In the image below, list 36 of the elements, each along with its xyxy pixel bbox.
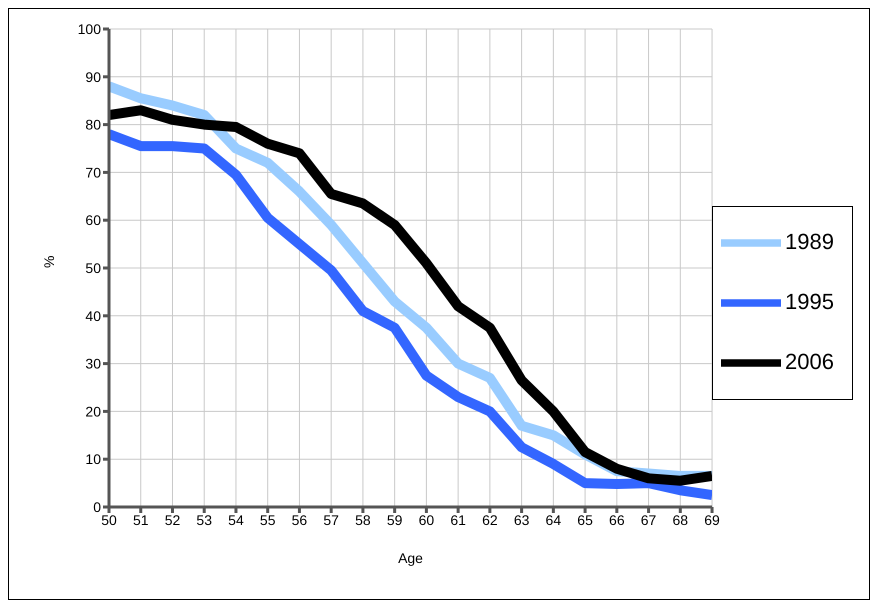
y-tick-label: 40 <box>85 308 102 324</box>
legend-label: 1989 <box>785 228 834 254</box>
x-tick-label: 64 <box>546 512 562 528</box>
y-axis-title: % <box>40 256 57 268</box>
x-tick-label: 67 <box>640 512 657 528</box>
x-tick-label: 52 <box>164 512 180 528</box>
legend-label: 2006 <box>785 348 834 374</box>
x-tick-label: 55 <box>260 512 276 528</box>
x-tick-label: 68 <box>672 512 688 528</box>
y-tick-label: 80 <box>85 116 102 133</box>
x-tick-label: 53 <box>196 512 212 528</box>
y-tick-label: 60 <box>85 212 102 228</box>
x-tick-label: 60 <box>418 512 434 528</box>
x-tick-label: 54 <box>228 512 244 528</box>
x-axis-title: Age <box>398 550 424 566</box>
y-tick-label: 70 <box>85 164 102 180</box>
y-tick-label: 0 <box>93 498 102 515</box>
x-tick-label: 58 <box>355 512 371 528</box>
x-tick-label: 61 <box>450 512 466 528</box>
x-tick-label: 69 <box>704 512 720 528</box>
x-tick-label: 51 <box>132 512 149 528</box>
x-tick-label: 65 <box>577 512 594 528</box>
x-tick-label: 50 <box>101 512 117 528</box>
legend-label: 1995 <box>785 288 834 314</box>
x-tick-label: 56 <box>292 512 308 528</box>
x-tick-label: 63 <box>514 512 530 528</box>
y-tick-label: 90 <box>85 68 102 85</box>
y-tick-label: 100 <box>78 20 102 37</box>
x-tick-label: 62 <box>482 512 498 528</box>
x-tick-label: 57 <box>323 512 340 528</box>
y-tick-label: 20 <box>85 403 102 420</box>
y-tick-label: 30 <box>85 356 102 372</box>
y-tick-label: 10 <box>85 451 102 468</box>
y-tick-label: 50 <box>85 260 102 276</box>
x-tick-label: 66 <box>609 512 625 528</box>
x-tick-label: 59 <box>386 512 403 528</box>
